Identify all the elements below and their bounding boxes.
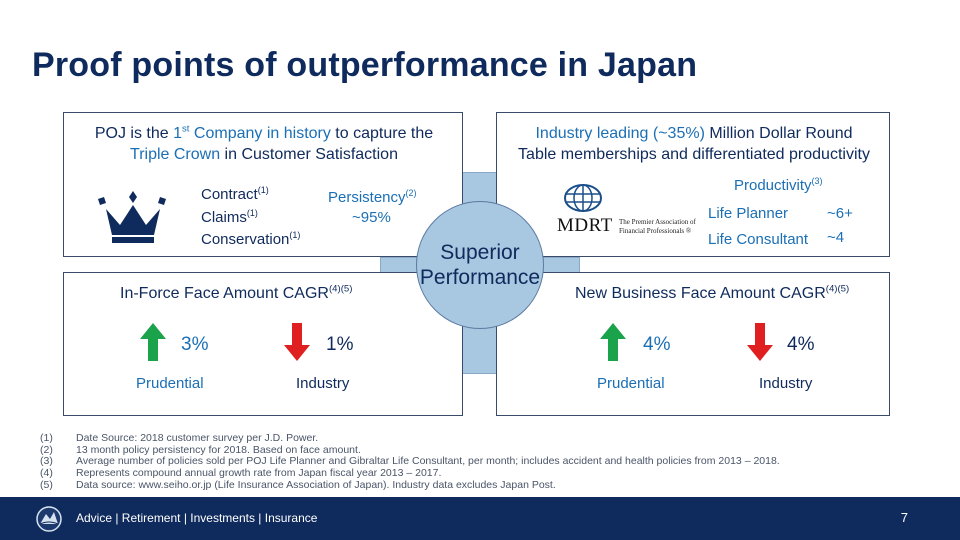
heading-highlight: Industry leading (~35%) — [535, 125, 705, 142]
mdrt-heading-line1: Industry leading (~35%) Million Dollar R… — [497, 125, 891, 143]
productivity-label: Productivity(3) — [734, 176, 823, 195]
heading-ordinal-sup: st — [182, 123, 190, 135]
new-business-prudential-value: 4% — [643, 334, 671, 355]
heading-text: POJ is the — [94, 125, 174, 142]
down-arrow-icon — [284, 323, 310, 361]
in-force-industry-label: Industry — [296, 375, 350, 392]
footnote: (4) Represents compound annual growth rat… — [40, 467, 442, 480]
life-planner-value: ~6+ — [827, 205, 853, 222]
circle-line1: Superior — [440, 241, 520, 264]
in-force-panel: In-Force Face Amount CAGR(4)(5) 3% Prude… — [63, 272, 463, 416]
new-business-prudential-label: Prudential — [597, 375, 665, 392]
mdrt-globe-icon — [564, 184, 602, 212]
triple-crown-highlight: Triple Crown — [130, 146, 221, 163]
new-business-heading: New Business Face Amount CAGR(4)(5) — [575, 283, 850, 302]
heading-text: Million Dollar Round — [704, 125, 853, 142]
page-number: 7 — [900, 510, 908, 525]
heading-highlight: Company in history — [189, 125, 331, 142]
mdrt-tagline-line2: Financial Professionals ® — [619, 227, 692, 235]
heading-text-end: to capture the — [330, 125, 434, 142]
up-arrow-icon — [600, 323, 626, 361]
life-planner-label: Life Planner — [708, 205, 789, 222]
satisfaction-item-contract: Contract(1) — [201, 185, 269, 204]
in-force-industry-value: 1% — [326, 334, 354, 355]
footer-tagline: Advice | Retirement | Investments | Insu… — [76, 511, 318, 525]
new-business-panel: New Business Face Amount CAGR(4)(5) 4% P… — [496, 272, 890, 416]
heading-ordinal: 1 — [173, 125, 182, 142]
triple-crown-panel: POJ is the 1st Company in history to cap… — [63, 112, 463, 257]
persistency-label: Persistency(2) — [328, 188, 417, 207]
footnote: (3) Average number of policies sold per P… — [40, 455, 780, 468]
mdrt-logo: MDRT — [557, 215, 613, 236]
footnote: (5) Data source: www.seiho.or.jp (Life In… — [40, 478, 556, 491]
triple-crown-heading-line1: POJ is the 1st Company in history to cap… — [64, 123, 464, 143]
footnote: (2) 13 month policy persistency for 2018.… — [40, 443, 361, 456]
footer-bar: Advice | Retirement | Investments | Insu… — [0, 497, 960, 540]
mdrt-tagline: The Premier Association of Financial Pro… — [619, 218, 696, 236]
triple-crown-heading-line2: Triple Crown in Customer Satisfaction — [64, 146, 464, 164]
satisfaction-item-conservation: Conservation(1) — [201, 230, 301, 249]
satisfaction-item-claims: Claims(1) — [201, 208, 258, 227]
in-force-prudential-value: 3% — [181, 334, 209, 355]
in-force-heading: In-Force Face Amount CAGR(4)(5) — [120, 283, 353, 302]
superior-performance-circle: Superior Performance — [416, 201, 544, 329]
footnote: (1) Date Source: 2018 customer survey per… — [40, 432, 319, 444]
down-arrow-icon — [747, 323, 773, 361]
mdrt-panel: Industry leading (~35%) Million Dollar R… — [496, 112, 890, 257]
footnotes: (1) Date Source: 2018 customer survey per… — [40, 432, 780, 492]
prudential-rock-logo — [36, 506, 62, 532]
new-business-industry-value: 4% — [787, 334, 815, 355]
in-force-prudential-label: Prudential — [136, 375, 204, 392]
up-arrow-icon — [140, 323, 166, 361]
life-consultant-label: Life Consultant — [708, 231, 809, 248]
life-consultant-value: ~4 — [827, 229, 845, 246]
circle-line2: Performance — [419, 266, 541, 289]
crown-icon — [98, 191, 166, 243]
heading-text: in Customer Satisfaction — [220, 146, 398, 163]
mdrt-tagline-line1: The Premier Association of — [619, 218, 696, 226]
page-title: Proof points of outperformance in Japan — [32, 46, 698, 84]
persistency-value: ~95% — [352, 209, 391, 226]
new-business-industry-label: Industry — [759, 375, 813, 392]
mdrt-heading-line2: Table memberships and differentiated pro… — [518, 146, 870, 163]
